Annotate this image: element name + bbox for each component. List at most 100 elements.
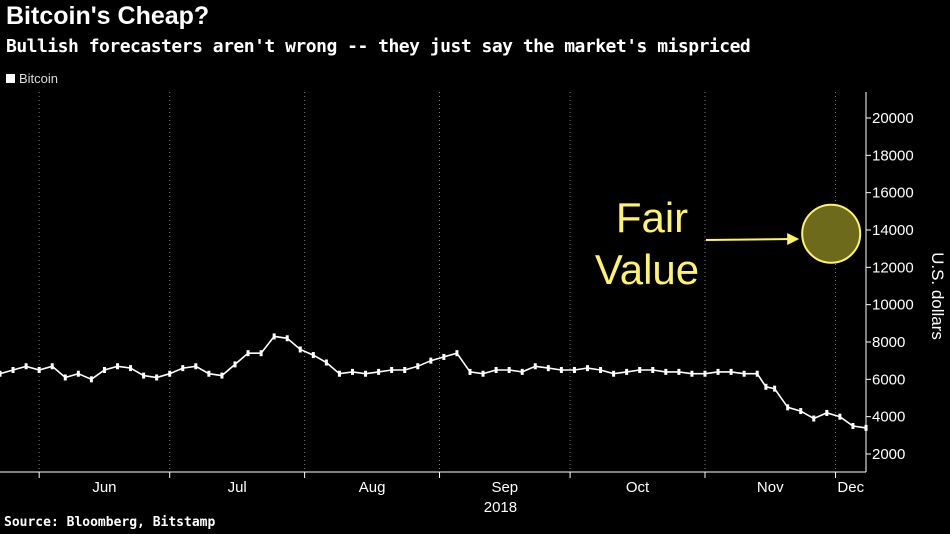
y-tick-label-16000: 16000 [872, 185, 914, 202]
data-point-bitcoin [812, 415, 816, 422]
data-point-bitcoin [337, 370, 341, 377]
x-year-label: 2018 [484, 499, 517, 516]
y-tick-label-4000: 4000 [872, 409, 905, 426]
data-point-bitcoin [298, 346, 302, 353]
data-point-bitcoin [638, 367, 642, 373]
source-note: Source: Bloomberg, Bitstamp [4, 515, 216, 530]
data-point-bitcoin [37, 367, 41, 373]
data-point-bitcoin [851, 423, 855, 429]
data-point-bitcoin [755, 370, 759, 377]
data-point-bitcoin [324, 359, 328, 366]
y-tick-label-2000: 2000 [872, 446, 905, 463]
data-point-bitcoin [786, 404, 790, 411]
data-point-bitcoin [599, 367, 603, 373]
data-point-bitcoin [533, 363, 537, 370]
data-point-bitcoin [142, 372, 146, 379]
x-tick-label-oct: Oct [626, 479, 650, 496]
data-point-bitcoin [11, 367, 15, 373]
data-point-bitcoin [115, 363, 119, 370]
data-point-bitcoin [364, 370, 368, 377]
x-tick-label-dec: Dec [837, 479, 864, 496]
data-point-bitcoin [442, 353, 446, 360]
data-point-bitcoin [690, 370, 694, 377]
data-point-bitcoin [259, 350, 263, 357]
series-line-bitcoin [0, 335, 867, 429]
data-point-bitcoin [764, 383, 768, 390]
data-point-bitcoin [76, 370, 80, 377]
chart-title: Bitcoin's Cheap? [6, 2, 210, 30]
y-tick-label-12000: 12000 [872, 259, 914, 276]
data-point-bitcoin [651, 367, 655, 373]
data-point-bitcoin [729, 368, 733, 375]
data-point-bitcoin [864, 424, 868, 431]
data-point-bitcoin [390, 367, 394, 373]
x-tick-label-sep: Sep [491, 479, 518, 496]
y-axis-label: U.S. dollars [928, 252, 947, 340]
data-point-bitcoin [572, 367, 576, 373]
data-point-bitcoin [416, 363, 420, 370]
y-tick-label-8000: 8000 [872, 334, 905, 351]
data-point-bitcoin [194, 363, 198, 370]
x-tick-label-jul: Jul [228, 479, 247, 496]
data-point-bitcoin [24, 363, 28, 370]
y-tick-label-18000: 18000 [872, 147, 914, 164]
annotation-text-line-1: Fair [616, 194, 688, 241]
data-point-bitcoin [285, 335, 289, 342]
annotation-text-line-2: Value [595, 246, 699, 293]
data-point-bitcoin [129, 365, 133, 372]
data-point-bitcoin [0, 370, 2, 377]
data-point-bitcoin [89, 376, 93, 383]
data-point-bitcoin [677, 368, 681, 375]
data-point-bitcoin [481, 370, 485, 377]
data-point-bitcoin [825, 409, 829, 416]
data-point-bitcoin [664, 368, 668, 375]
data-point-bitcoin [799, 408, 803, 415]
data-point-bitcoin [742, 370, 746, 377]
data-point-bitcoin [377, 368, 381, 375]
data-point-bitcoin [838, 413, 842, 420]
data-point-bitcoin [716, 368, 720, 375]
data-point-bitcoin [612, 370, 616, 377]
data-point-bitcoin [468, 368, 472, 375]
fair-value-marker [801, 203, 862, 264]
data-point-bitcoin [155, 374, 159, 381]
y-tick-label-14000: 14000 [872, 222, 914, 239]
data-point-bitcoin [585, 365, 589, 372]
annotation-arrow-line [705, 238, 794, 241]
data-point-bitcoin [455, 350, 459, 357]
data-point-bitcoin [773, 385, 777, 392]
x-tick-label-jun: Jun [92, 479, 116, 496]
x-tick-label-nov: Nov [757, 479, 784, 496]
data-point-bitcoin [546, 365, 550, 372]
legend-swatch-bitcoin [6, 74, 15, 83]
y-tick-label-10000: 10000 [872, 297, 914, 314]
data-point-bitcoin [559, 367, 563, 373]
data-point-bitcoin [63, 374, 67, 381]
data-point-bitcoin [272, 333, 276, 340]
data-point-bitcoin [181, 365, 185, 372]
y-tick-label-6000: 6000 [872, 371, 905, 388]
annotation-arrow-head [787, 233, 800, 245]
data-point-bitcoin [233, 361, 237, 368]
data-point-bitcoin [507, 367, 511, 373]
x-tick-label-aug: Aug [359, 479, 386, 496]
data-point-bitcoin [207, 370, 211, 377]
data-point-bitcoin [102, 367, 106, 373]
legend: Bitcoin [6, 71, 58, 86]
data-point-bitcoin [168, 370, 172, 377]
data-point-bitcoin [429, 357, 433, 364]
data-point-bitcoin [494, 367, 498, 373]
data-point-bitcoin [246, 350, 250, 357]
data-point-bitcoin [350, 368, 354, 375]
chart-subtitle: Bullish forecasters aren't wrong -- they… [6, 36, 751, 57]
data-point-bitcoin [520, 368, 524, 375]
data-point-bitcoin [311, 352, 315, 359]
legend-label-bitcoin: Bitcoin [19, 71, 59, 86]
data-point-bitcoin [703, 370, 707, 377]
y-tick-label-20000: 20000 [872, 110, 914, 127]
data-point-bitcoin [403, 367, 407, 373]
data-point-bitcoin [625, 368, 629, 375]
data-point-bitcoin [50, 363, 54, 370]
data-point-bitcoin [220, 372, 224, 379]
